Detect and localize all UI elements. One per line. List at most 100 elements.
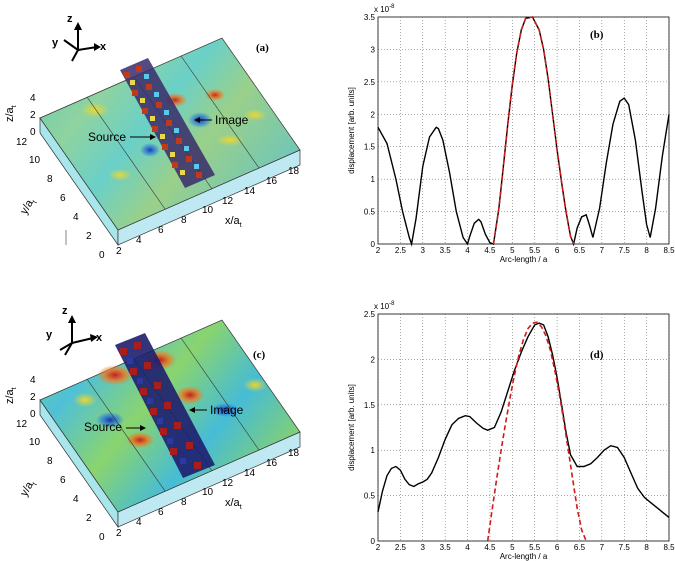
y-tick-label: 2.5 [364,78,376,87]
phononic-crystal-a [120,58,215,188]
y-exponent-power: -8 [389,4,395,10]
x-tick-label: 5.5 [529,246,541,255]
z-tick: 4 [30,375,36,386]
y-exponent: x 10-8 [374,4,395,14]
y-tick-label: 0.5 [364,492,376,501]
y-axis-label: displacement [arb. units] [347,384,356,471]
y-tick-label: 2.5 [364,310,376,319]
data-curve [377,16,670,247]
x-tick-label: 6 [555,543,560,552]
x-axis-label: x/at [225,497,242,511]
x-axis-label: Arc-length / a [500,255,548,264]
z-tick: 0 [30,409,36,420]
x-tick-label: 7.5 [619,543,631,552]
x-tick: 8 [181,497,187,508]
x-tick-label: 3 [421,246,426,255]
x-tick-label: 8 [644,246,649,255]
triad-y: y [52,37,59,49]
data-curve [377,322,670,518]
x-tick-label: 2 [376,543,381,552]
triad-x: x [96,332,103,344]
z-tick: 2 [30,392,36,403]
y-tick-label: 1 [371,175,376,184]
y-tick: 8 [47,174,53,185]
y-tick: 2 [86,231,92,242]
x-tick-label: 4.5 [484,543,496,552]
x-tick-label: 3.5 [440,543,452,552]
x-tick-label: 8.5 [663,246,675,255]
coordinate-triad-a [63,22,101,62]
x-tick: 2 [116,528,122,539]
y-tick: 6 [60,193,66,204]
x-tick: 18 [288,448,300,459]
y-tick-label: 1 [371,446,376,455]
x-axis-label: Arc-length / a [500,552,548,561]
image-arrowhead [189,407,195,413]
y-tick: 6 [60,475,66,486]
z-axis-label: z/at [4,105,18,122]
chart-b: 2 2.5 3 3.5 4 4.5 5 5.5 6 6.5 7 7.5 8 8.5 0 0.5 1 1.5 2 2.5… [347,4,675,264]
y-exponent: x 10-8 [374,301,395,311]
x-tick: 10 [202,205,214,216]
x-tick: 12 [222,196,234,207]
y-tick-label: 0 [371,537,376,546]
fit-curve [486,321,587,542]
y-axis-label: y/at [18,196,38,217]
image-arrowhead [194,117,200,123]
triad-z: z [67,13,73,25]
coordinate-triad-c [59,315,98,356]
y-exponent-power: -8 [389,301,395,307]
y-axis-label: displacement [arb. units] [347,87,356,174]
panel-c-3d: 2 4 6 8 10 12 14 16 18 0 2 4 6 8 10 12 0… [4,305,301,543]
x-tick-label: 3 [421,543,426,552]
x-tick-label: 4 [465,543,470,552]
x-tick-label: 7.5 [619,246,631,255]
y-tick: 4 [73,494,79,505]
panel-label: (c) [253,349,266,361]
y-tick: 0 [99,250,105,261]
x-tick-label: 4 [465,246,470,255]
y-tick: 12 [16,137,28,148]
phononic-crystal-c [115,333,215,478]
plot-area [377,313,670,542]
source-arrowhead [150,134,156,140]
source-label: Source [88,130,126,144]
x-tick: 2 [116,246,122,257]
x-tick-label: 2.5 [395,543,407,552]
y-tick-label: 0.5 [364,208,376,217]
y-tick: 8 [47,456,53,467]
x-tick-label: 4.5 [484,246,496,255]
x-tick: 6 [158,225,164,236]
x-tick: 8 [181,215,187,226]
y-tick: 10 [29,437,41,448]
y-tick-label: 3.5 [364,13,376,22]
x-tick-label: 6 [555,246,560,255]
x-tick-label: 2.5 [395,246,407,255]
x-tick-label: 6.5 [574,246,586,255]
panel-label: (b) [590,29,604,41]
source-label: Source [84,420,122,434]
y-tick-label: 0 [371,240,376,249]
x-tick-label: 7 [600,246,605,255]
panel-label: (d) [590,349,604,361]
x-tick: 14 [244,186,256,197]
fit-curve [492,16,575,245]
x-tick: 14 [244,468,256,479]
x-tick: 16 [266,176,278,187]
x-axis-label: x/at [225,215,242,229]
plot-area [377,16,670,245]
x-tick-label: 2 [376,246,381,255]
x-tick: 16 [266,458,278,469]
y-tick: 4 [73,212,79,223]
y-tick: 10 [29,155,41,166]
y-tick-label: 1.5 [364,143,376,152]
panel-label: (a) [256,42,269,54]
x-tick-label: 5.5 [529,543,541,552]
y-tick: 2 [86,513,92,524]
x-tick-label: 3.5 [440,246,452,255]
chart-d: 2 2.5 3 3.5 4 4.5 5 5.5 6 6.5 7 7.5 8 8.5 0 0.5 1 1.5 2 2.5… [347,301,675,561]
y-tick: 0 [99,532,105,543]
y-tick: 12 [16,419,28,430]
y-tick-label: 2 [371,355,376,364]
x-tick-label: 5 [510,543,515,552]
